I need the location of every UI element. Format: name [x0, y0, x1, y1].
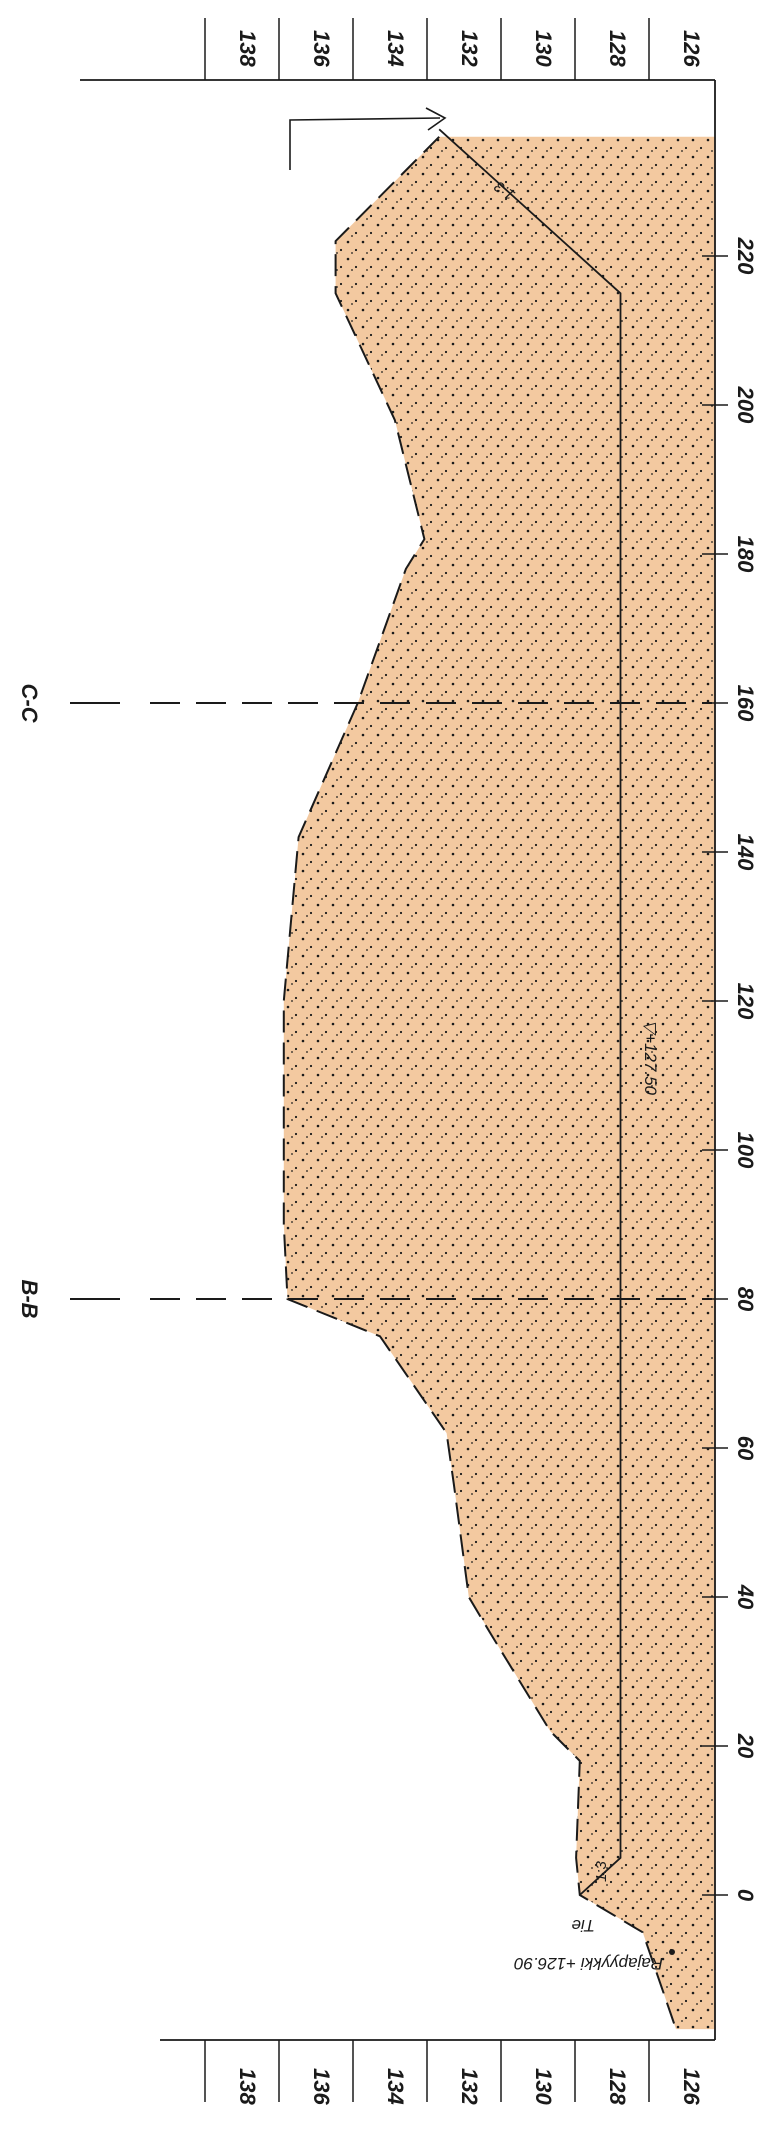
top-elevation-label: 128 — [605, 30, 630, 67]
bottom-elevation-label: 128 — [605, 2068, 630, 2105]
top-elevation-label: 138 — [235, 30, 260, 67]
bottom-elevation-label: 134 — [383, 2068, 408, 2105]
arrow-icon — [289, 117, 441, 170]
bottom-elevation-axis: 138 136 134 132 130 128 126 — [204, 2040, 704, 2105]
station-label: 220 — [733, 237, 758, 275]
station-label: 120 — [733, 983, 758, 1020]
water-level-label: ▽+127.50 — [641, 1020, 660, 1096]
top-elevation-label: 136 — [309, 30, 334, 67]
bottom-elevation-label: 126 — [679, 2068, 704, 2105]
station-label: 60 — [733, 1436, 758, 1461]
excavation-line — [438, 128, 622, 1896]
boundary-marker-icon — [669, 1949, 675, 1955]
station-label: 200 — [733, 386, 758, 424]
bottom-elevation-label: 136 — [309, 2068, 334, 2105]
road-label: Tie — [572, 1916, 595, 1935]
top-elevation-axis: 138 136 134 132 130 128 126 — [204, 18, 704, 80]
boundary-marker-label: Rajapyykki +126.90 — [514, 1954, 663, 1973]
section-marker-label: B-B — [17, 1279, 42, 1318]
bottom-elevation-label: 138 — [235, 2068, 260, 2105]
station-label: 180 — [733, 536, 758, 573]
section-marker-label: C-C — [17, 683, 42, 723]
ground-surface-line — [282, 136, 677, 2030]
station-label: 80 — [733, 1287, 758, 1312]
top-elevation-label: 134 — [383, 30, 408, 67]
top-elevation-label: 130 — [531, 30, 556, 67]
station-label: 40 — [733, 1584, 758, 1610]
arrowhead-icon — [425, 107, 447, 131]
station-label: 100 — [733, 1132, 758, 1169]
slope-label-bottom: 1:3 — [593, 1860, 610, 1882]
bottom-elevation-label: 132 — [457, 2068, 482, 2105]
top-elevation-label: 126 — [679, 30, 704, 67]
station-label: 0 — [733, 1889, 758, 1902]
station-label: 20 — [733, 1733, 758, 1759]
station-label: 160 — [733, 685, 758, 722]
section-markers: C-C B-B — [17, 683, 712, 1319]
top-elevation-label: 132 — [457, 30, 482, 67]
station-label: 140 — [733, 834, 758, 871]
soil-texture — [283, 136, 715, 2030]
bottom-elevation-label: 130 — [531, 2068, 556, 2105]
